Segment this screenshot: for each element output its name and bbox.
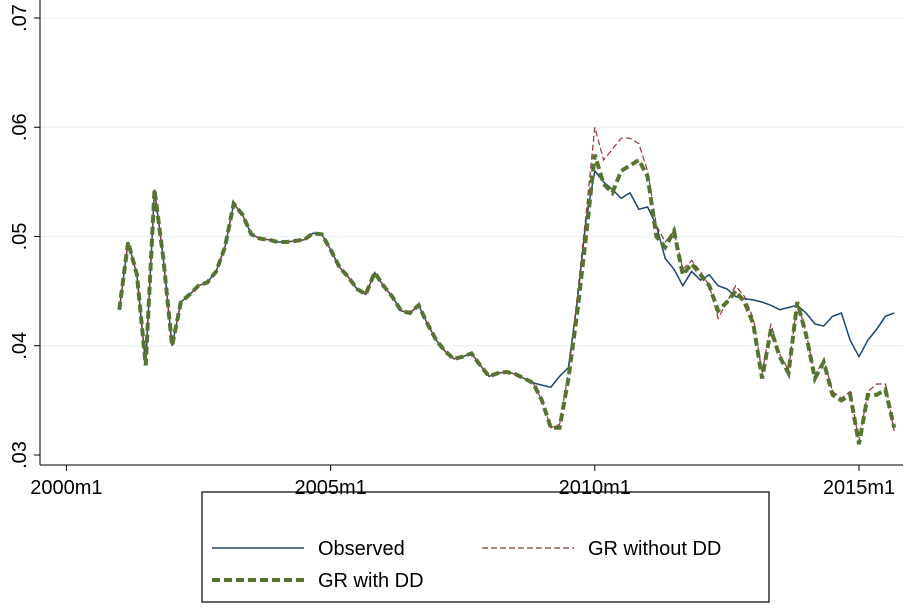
y-tick-label: .04 [9, 332, 31, 360]
x-tick-label: 2000m1 [30, 477, 102, 499]
x-tick-label: 2010m1 [559, 477, 631, 499]
y-tick-label: .07 [9, 4, 31, 32]
y-tick-label: .05 [9, 223, 31, 251]
x-tick-label: 2015m1 [823, 477, 895, 499]
series-line [117, 154, 897, 445]
x-tick-label: 2005m1 [294, 477, 366, 499]
legend-box [201, 491, 770, 603]
legend-label: Observed [318, 538, 405, 560]
legend-label: GR with DD [318, 570, 424, 592]
series-line [118, 127, 895, 443]
y-tick-label: .06 [9, 113, 31, 141]
legend-label: GR without DD [588, 538, 721, 560]
y-tick-label: .03 [9, 441, 31, 469]
